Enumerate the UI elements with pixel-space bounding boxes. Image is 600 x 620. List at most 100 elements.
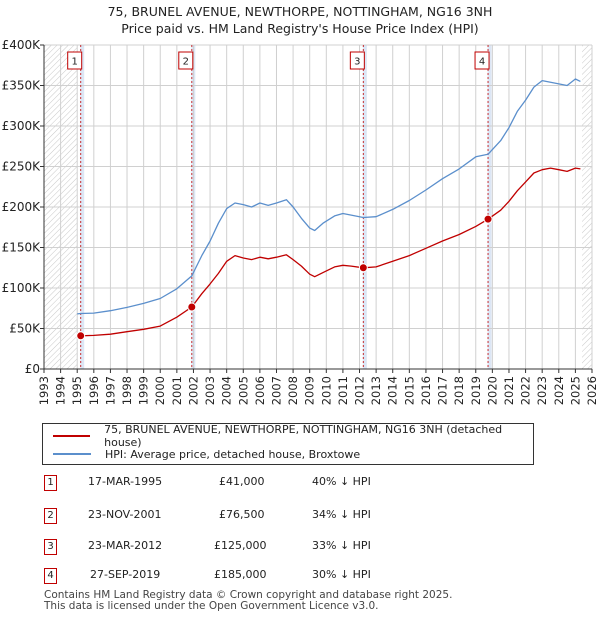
y-tick-label: £400K [2, 38, 42, 52]
sale-label-group: 4 [474, 51, 490, 70]
x-tick-label: 2001 [170, 376, 184, 405]
x-tick-label: 2013 [369, 376, 383, 405]
sale-date: 23-NOV-2001 [88, 508, 162, 521]
x-tick-label: 2000 [153, 376, 167, 405]
y-tick-label: £200K [2, 200, 42, 214]
sale-marker [483, 214, 493, 224]
x-tick-label: 2007 [269, 376, 283, 405]
sale-label-group: 1 [67, 51, 83, 70]
sale-hpi-diff: 40% ↓ HPI [312, 475, 371, 488]
footer-line-licence: This data is licensed under the Open Gov… [44, 600, 379, 612]
x-tick-label: 2015 [402, 376, 416, 405]
x-tick-label: 1999 [137, 376, 151, 405]
y-tick-label: £350K [2, 79, 42, 93]
legend-swatch-price-paid [53, 435, 91, 437]
sale-marker [76, 331, 86, 341]
sale-label-text: 4 [479, 57, 485, 68]
x-tick-label: 1998 [120, 376, 134, 405]
table-row: 1 17-MAR-1995 £41,000 40% ↓ HPI [44, 473, 444, 493]
price-chart: 1 2 3 4 £0 £50K £100K £150K £200K £250K £300K £350… [2, 38, 599, 405]
sale-vertical-lines [80, 45, 489, 369]
x-tick-label: 2019 [469, 376, 483, 405]
x-tick-label: 2009 [303, 376, 317, 405]
x-tick-label: 2010 [319, 376, 333, 405]
y-tick-label: £150K [2, 241, 42, 255]
x-tick-label: 2016 [419, 376, 433, 405]
x-tick-label: 2022 [519, 376, 533, 405]
hpi-line [77, 78, 581, 315]
sale-price: £185,000 [214, 568, 267, 581]
x-tick-label: 1994 [54, 376, 68, 405]
x-tick-label: 2011 [336, 376, 350, 405]
y-tick-label: £50K [9, 322, 41, 336]
legend-swatch-hpi [53, 453, 91, 455]
sale-label-box [349, 51, 365, 70]
x-tick-label: 2018 [452, 376, 466, 405]
x-tick-label: 2008 [286, 376, 300, 405]
sale-marker [187, 302, 197, 312]
axis-tick-labels: £0 £50K £100K £150K £200K £250K £300K £350K £400… [2, 38, 599, 405]
legend-item-price-paid: 75, BRUNEL AVENUE, NEWTHORPE, NOTTINGHAM… [53, 423, 533, 449]
sale-label-box [178, 51, 194, 70]
sale-label-text: 1 [72, 57, 78, 68]
sale-label-text: 3 [354, 57, 360, 68]
sale-number-badge: 4 [44, 568, 57, 584]
sale-price: £41,000 [219, 475, 265, 488]
sale-number-badge: 3 [44, 539, 57, 555]
sale-price: £125,000 [214, 539, 267, 552]
sale-label-text: 2 [183, 57, 189, 68]
x-tick-label: 1993 [37, 376, 51, 405]
legend-label-hpi: HPI: Average price, detached house, Brox… [105, 447, 361, 461]
chart-subtitle: Price paid vs. HM Land Registry's House … [121, 21, 479, 36]
sale-date: 17-MAR-1995 [88, 475, 163, 488]
x-tick-label: 2024 [552, 376, 566, 405]
x-tick-label: 2006 [253, 376, 267, 405]
legend-item-hpi: HPI: Average price, detached house, Brox… [53, 445, 360, 463]
table-row: 3 23-MAR-2012 £125,000 33% ↓ HPI [44, 537, 444, 557]
x-tick-label: 2002 [186, 376, 200, 405]
y-tick-label: £300K [2, 119, 42, 133]
chart-gridlines [43, 44, 593, 370]
x-tick-label: 2012 [353, 376, 367, 405]
x-tick-label: 2020 [485, 376, 499, 405]
x-tick-label: 2021 [502, 376, 516, 405]
sale-price: £76,500 [219, 508, 265, 521]
x-tick-label: 2023 [535, 376, 549, 405]
sale-number-labels: 1 2 3 4 [67, 51, 490, 70]
x-tick-label: 2005 [236, 376, 250, 405]
x-tick-label: 1996 [87, 376, 101, 405]
legend-label-price-paid: 75, BRUNEL AVENUE, NEWTHORPE, NOTTINGHAM… [104, 423, 503, 449]
sale-number-badge: 1 [44, 475, 57, 491]
sale-label-box [67, 51, 83, 70]
footer-line-copyright: Contains HM Land Registry data © Crown c… [44, 589, 453, 601]
sale-label-box [474, 51, 490, 70]
y-tick-label: £0 [25, 362, 40, 376]
sale-hpi-diff: 33% ↓ HPI [312, 539, 371, 552]
sale-label-group: 3 [349, 51, 365, 70]
chart-title: 75, BRUNEL AVENUE, NEWTHORPE, NOTTINGHAM… [107, 4, 493, 19]
price-paid-line [77, 167, 581, 338]
y-tick-label: £100K [2, 281, 42, 295]
sale-marker [358, 263, 368, 273]
table-row: 2 23-NOV-2001 £76,500 34% ↓ HPI [44, 506, 444, 526]
x-tick-label: 1997 [103, 376, 117, 405]
sale-date: 27-SEP-2019 [90, 568, 161, 581]
x-tick-label: 2014 [386, 376, 400, 405]
sale-date: 23-MAR-2012 [88, 539, 163, 552]
x-tick-label: 1995 [70, 376, 84, 405]
x-tick-label: 2004 [220, 376, 234, 405]
chart-series [77, 78, 581, 338]
x-tick-label: 2025 [568, 376, 582, 405]
sale-markers [76, 214, 493, 341]
x-tick-label: 2017 [436, 376, 450, 405]
x-tick-label: 2003 [203, 376, 217, 405]
x-tick-label: 2026 [585, 376, 599, 405]
y-tick-label: £250K [2, 160, 42, 174]
sale-hpi-diff: 34% ↓ HPI [312, 508, 371, 521]
table-row: 4 27-SEP-2019 £185,000 30% ↓ HPI [44, 566, 444, 586]
chart-legend: 75, BRUNEL AVENUE, NEWTHORPE, NOTTINGHAM… [42, 423, 534, 465]
footer-attribution: Contains HM Land Registry data © Crown c… [44, 590, 452, 612]
sale-hpi-diff: 30% ↓ HPI [312, 568, 371, 581]
sale-number-badge: 2 [44, 508, 57, 524]
sale-label-group: 2 [178, 51, 194, 70]
